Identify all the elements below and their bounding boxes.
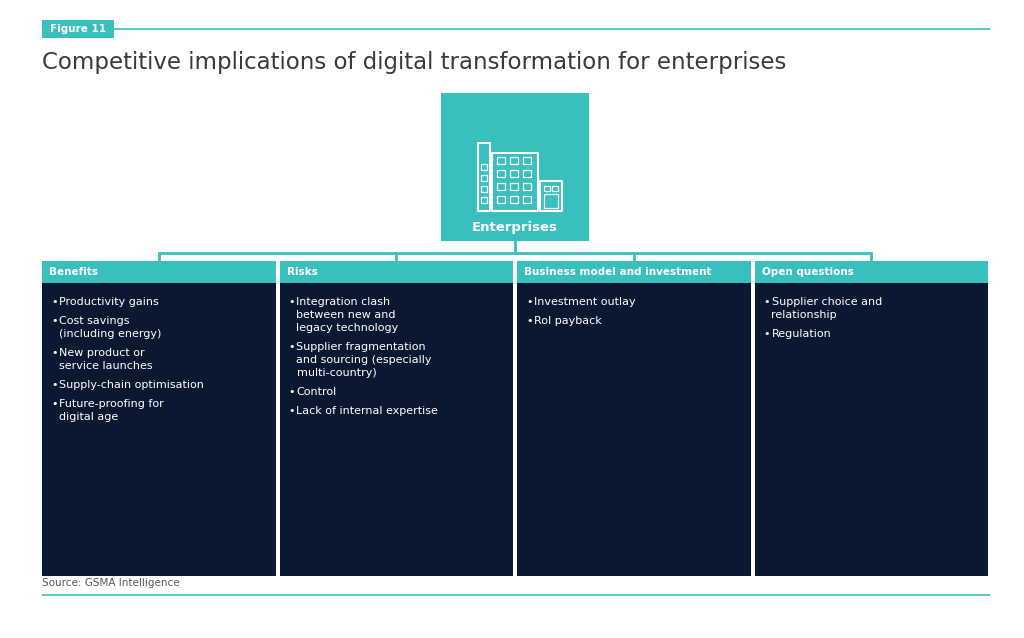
- Text: Risks: Risks: [287, 267, 317, 277]
- Text: Integration clash: Integration clash: [297, 297, 390, 307]
- Text: •: •: [51, 316, 57, 326]
- Text: Figure 11: Figure 11: [50, 24, 106, 34]
- Text: Benefits: Benefits: [49, 267, 98, 277]
- FancyBboxPatch shape: [42, 283, 275, 576]
- Text: Source: GSMA Intelligence: Source: GSMA Intelligence: [42, 578, 179, 588]
- Text: Supplier choice and: Supplier choice and: [771, 297, 882, 307]
- Text: digital age: digital age: [59, 412, 118, 422]
- Text: Future-proofing for: Future-proofing for: [59, 399, 164, 409]
- FancyBboxPatch shape: [280, 261, 513, 283]
- FancyBboxPatch shape: [517, 261, 751, 283]
- Text: •: •: [289, 342, 295, 352]
- Text: Enterprises: Enterprises: [472, 221, 558, 234]
- FancyBboxPatch shape: [517, 283, 751, 576]
- Text: service launches: service launches: [59, 361, 153, 371]
- Text: Supplier fragmentation: Supplier fragmentation: [297, 342, 426, 352]
- Text: •: •: [51, 399, 57, 409]
- Text: Cost savings: Cost savings: [59, 316, 129, 326]
- Text: •: •: [51, 380, 57, 390]
- Text: Lack of internal expertise: Lack of internal expertise: [297, 406, 438, 416]
- FancyBboxPatch shape: [441, 93, 589, 241]
- FancyBboxPatch shape: [280, 283, 513, 576]
- Text: •: •: [289, 297, 295, 307]
- Text: and sourcing (especially: and sourcing (especially: [297, 355, 432, 365]
- Text: legacy technology: legacy technology: [297, 323, 398, 333]
- FancyBboxPatch shape: [42, 20, 114, 38]
- Text: multi-country): multi-country): [297, 368, 376, 378]
- FancyBboxPatch shape: [755, 261, 988, 283]
- Text: •: •: [51, 348, 57, 358]
- Text: relationship: relationship: [771, 310, 838, 320]
- Text: Control: Control: [297, 387, 337, 397]
- Text: •: •: [526, 316, 532, 326]
- Text: New product or: New product or: [59, 348, 144, 358]
- FancyBboxPatch shape: [42, 261, 275, 283]
- Text: •: •: [764, 329, 770, 339]
- FancyBboxPatch shape: [755, 283, 988, 576]
- Text: RoI payback: RoI payback: [534, 316, 602, 326]
- Text: Regulation: Regulation: [771, 329, 831, 339]
- Text: •: •: [289, 387, 295, 397]
- Text: between new and: between new and: [297, 310, 396, 320]
- Text: Open questions: Open questions: [762, 267, 853, 277]
- Text: Investment outlay: Investment outlay: [534, 297, 636, 307]
- Text: Productivity gains: Productivity gains: [59, 297, 159, 307]
- Text: Business model and investment: Business model and investment: [524, 267, 712, 277]
- Text: Supply-chain optimisation: Supply-chain optimisation: [59, 380, 204, 390]
- Text: (including energy): (including energy): [59, 329, 162, 339]
- Text: Competitive implications of digital transformation for enterprises: Competitive implications of digital tran…: [42, 51, 786, 74]
- Text: •: •: [764, 297, 770, 307]
- Text: •: •: [51, 297, 57, 307]
- Text: •: •: [289, 406, 295, 416]
- Text: •: •: [526, 297, 532, 307]
